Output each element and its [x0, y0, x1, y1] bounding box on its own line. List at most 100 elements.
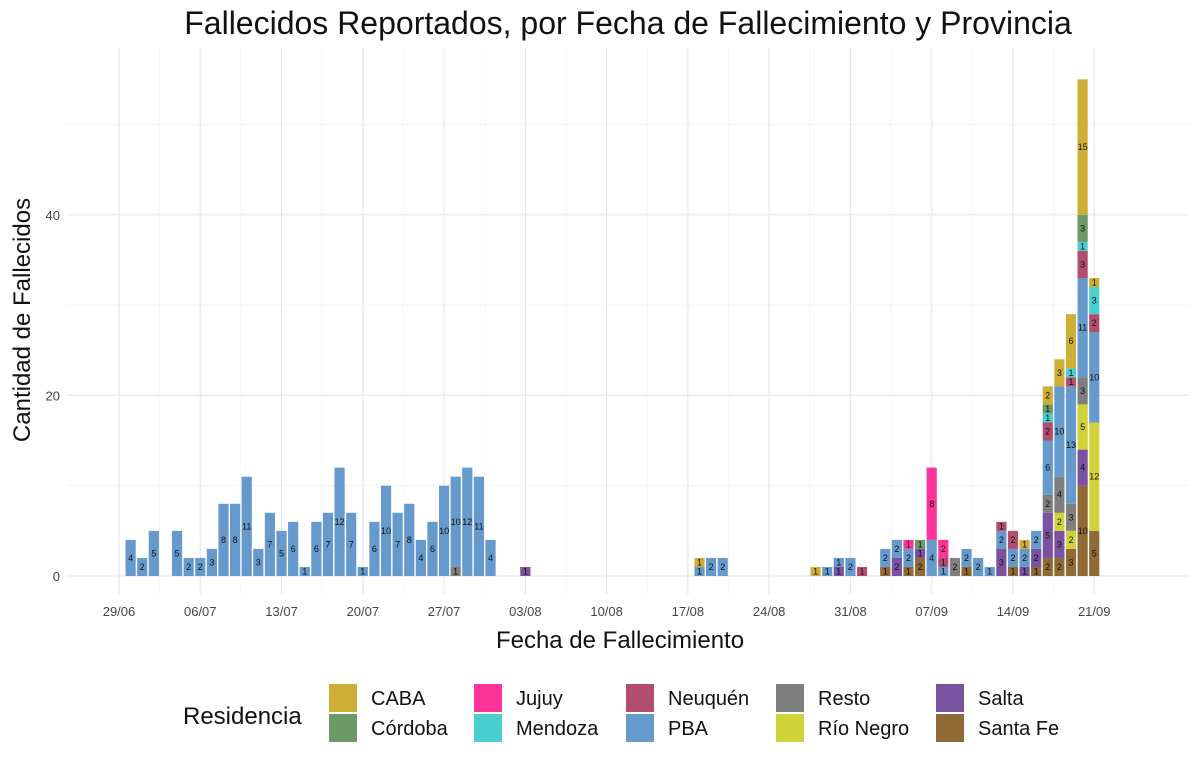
bar-label: 1 [1045, 413, 1050, 423]
bar-label: 1 [1034, 566, 1039, 576]
x-tick-label: 29/06 [103, 604, 136, 619]
bar-segment [183, 557, 194, 576]
bar-label: 5 [175, 548, 180, 558]
x-tick-label: 07/09 [915, 604, 948, 619]
bar-segment [1089, 314, 1100, 333]
bar-label: 6 [1045, 463, 1050, 473]
bar-segment [1054, 386, 1065, 477]
legend-swatch [474, 714, 502, 742]
bar-label: 1 [1045, 404, 1050, 414]
bar-label: 1 [453, 566, 458, 576]
bar-segment [1031, 548, 1042, 567]
x-axis-title: Fecha de Fallecimiento [496, 627, 744, 654]
bar-label: 1 [999, 521, 1004, 531]
bar-segment [903, 548, 914, 567]
bar-segment [1042, 512, 1053, 558]
bar-segment [926, 467, 937, 540]
bar-label: 8 [407, 535, 412, 545]
bar-segment [1065, 368, 1077, 378]
bar-label: 1 [523, 566, 528, 576]
bar-segment [1042, 440, 1053, 495]
bar-label: 2 [1045, 427, 1050, 437]
bar-segment [1089, 287, 1100, 315]
legend-swatch [936, 714, 964, 742]
bar-label: 1 [697, 566, 702, 576]
legend-title: Residencia [183, 703, 302, 730]
bar-label: 2 [1034, 553, 1039, 563]
bar-label: 1 [860, 566, 865, 576]
bar-segment [485, 539, 496, 576]
bar-label: 4 [1057, 490, 1062, 500]
bar-segment [822, 566, 833, 576]
bar-segment [891, 557, 902, 576]
bar-label: 6 [1069, 336, 1074, 346]
bar-label: 5 [151, 548, 156, 558]
bar-segment [1007, 530, 1019, 549]
bar-segment [833, 557, 844, 567]
bar-segment [1077, 250, 1088, 279]
legend-label: Neuquén [668, 688, 749, 710]
bar-label: 2 [883, 553, 888, 563]
bar-label: 10 [451, 517, 461, 527]
bar-label: 11 [474, 521, 483, 531]
bar-segment [938, 566, 949, 576]
bar-segment [195, 557, 206, 576]
bar-segment [996, 521, 1007, 531]
bar-segment [1089, 530, 1100, 576]
bar-segment [299, 566, 310, 576]
bar-label: 1 [906, 539, 911, 549]
bar-label: 15 [1078, 142, 1088, 152]
bar-segment [392, 512, 403, 576]
bar-label: 2 [964, 553, 969, 563]
bar-segment [856, 566, 868, 576]
bar-segment [1077, 485, 1088, 576]
bar-label: 2 [1034, 535, 1039, 545]
bar-segment [949, 557, 961, 576]
bar-segment [984, 566, 995, 576]
bar-label: 5 [1080, 422, 1085, 432]
bar-segment [346, 512, 357, 576]
bar-segment [1042, 422, 1053, 441]
legend-label: CABA [371, 688, 426, 710]
bar-segment [903, 539, 914, 549]
bar-segment [288, 521, 299, 576]
bar-segment [1019, 548, 1030, 567]
bar-segment [1042, 557, 1053, 576]
bar-label: 3 [256, 557, 261, 567]
x-tick-label: 31/08 [834, 604, 867, 619]
bar-label: 1 [1022, 566, 1027, 576]
legend-label: Jujuy [516, 688, 563, 710]
bar-segment [206, 548, 217, 576]
bar-label: 1 [918, 548, 923, 558]
bar-label: 10 [1089, 372, 1099, 382]
bar-segment [880, 548, 891, 567]
bar-label: 2 [848, 562, 853, 572]
bar-segment [1007, 548, 1019, 567]
bar-segment [1054, 476, 1065, 513]
bar-label: 6 [372, 544, 377, 554]
bar-segment [973, 557, 984, 576]
bar-label: 2 [1045, 562, 1050, 572]
bar-label: 6 [314, 544, 319, 554]
bar-label: 2 [894, 544, 899, 554]
bar-segment [833, 566, 844, 576]
bar-segment [427, 521, 438, 576]
bar-segment [404, 503, 415, 576]
bar-segment [1042, 494, 1053, 513]
legend-swatch [329, 684, 357, 712]
bar-label: 2 [1057, 517, 1062, 527]
bar-label: 3 [209, 557, 214, 567]
bar-segment [1065, 314, 1077, 369]
legend-label: Mendoza [516, 718, 599, 740]
bar-segment [171, 530, 183, 576]
bar-label: 1 [1092, 278, 1097, 288]
bar-label: 1 [836, 557, 841, 567]
bar-label: 10 [381, 526, 391, 536]
bar-label: 1 [883, 566, 888, 576]
bar-label: 2 [918, 562, 923, 572]
bar-label: 2 [952, 562, 957, 572]
bar-label: 2 [1010, 535, 1015, 545]
bar-label: 11 [1078, 323, 1087, 333]
bar-label: 5 [279, 548, 284, 558]
